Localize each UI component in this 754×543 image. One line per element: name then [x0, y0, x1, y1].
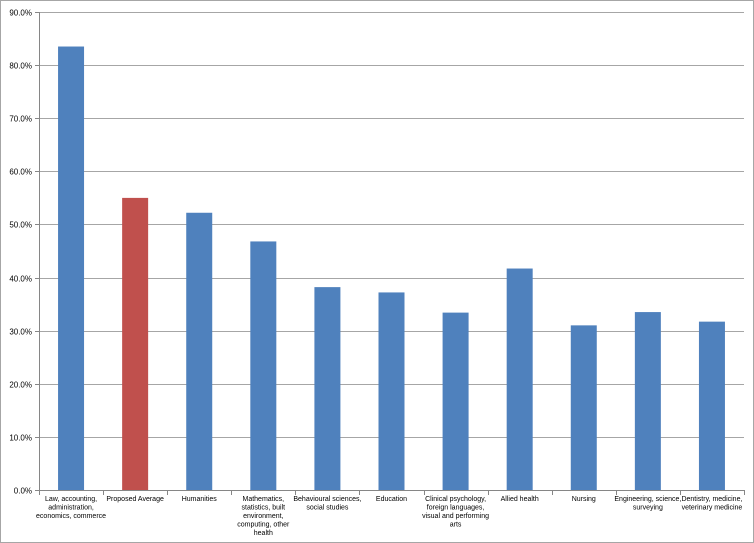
x-category-label: Clinical psychology, foreign languages, vi…: [422, 496, 489, 529]
y-tick-label: 30.0%: [9, 328, 32, 337]
axes: [35, 12, 745, 495]
y-tick-label: 10.0%: [9, 434, 32, 443]
bars: [58, 46, 725, 491]
gridlines: [39, 12, 744, 438]
x-category-label: Engineering, science, surveying: [614, 496, 681, 512]
bar: [186, 212, 213, 490]
bar: [442, 312, 469, 490]
bar: [570, 325, 597, 490]
bar: [314, 287, 341, 490]
y-tick-label: 90.0%: [9, 9, 32, 18]
x-category-label: Dentistry, medicine, veterinary medicine: [681, 496, 742, 512]
x-category-label: Humanities: [182, 496, 218, 503]
y-tick-label: 60.0%: [9, 168, 32, 177]
bar: [122, 197, 149, 490]
bar: [58, 46, 85, 491]
bar: [698, 321, 725, 490]
y-axis-tick-labels: 0.0% 10.0% 20.0% 30.0% 40.0% 50.0% 60.0% 70.0% 8…: [9, 9, 32, 496]
x-axis-category-labels: Law, accounting, administration, economics…: [36, 496, 742, 537]
bar: [378, 292, 405, 490]
x-category-label: Law, accounting, administration, economics…: [36, 496, 106, 520]
y-tick-label: 40.0%: [9, 275, 32, 284]
y-tick-label: 0.0%: [14, 487, 32, 496]
y-tick-label: 20.0%: [9, 381, 32, 390]
y-tick-label: 70.0%: [9, 115, 32, 124]
x-category-label: Behavioural sciences, social studies: [293, 496, 361, 512]
x-category-label: Education: [376, 496, 407, 503]
bar: [634, 312, 661, 490]
y-tick-label: 80.0%: [9, 62, 32, 71]
x-category-label: Nursing: [572, 496, 596, 503]
y-tick-label: 50.0%: [9, 221, 32, 230]
x-category-label: Allied health: [501, 496, 539, 503]
bar: [250, 241, 277, 490]
x-category-label: Proposed Average: [106, 496, 164, 503]
x-category-label: Mathematics, statistics, built environment…: [237, 496, 290, 537]
bar: [506, 268, 533, 490]
